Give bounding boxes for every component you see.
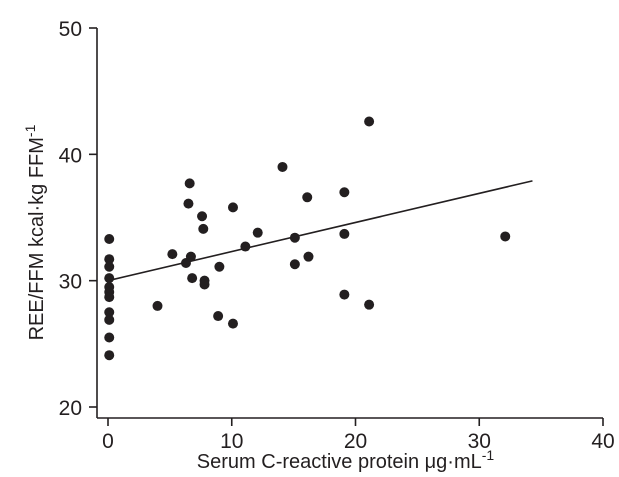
- data-point: [104, 233, 115, 244]
- data-point: [500, 231, 511, 242]
- x-tick-label: 30: [468, 430, 491, 453]
- data-point: [289, 232, 300, 243]
- data-point: [104, 292, 115, 303]
- data-point: [167, 249, 178, 260]
- y-tick-label: 20: [59, 397, 82, 420]
- data-point: [152, 300, 163, 311]
- y-axis-title-superscript: -1: [22, 124, 38, 137]
- data-point: [302, 192, 313, 203]
- data-point: [214, 261, 225, 272]
- x-ticks: 0 10 20 30 40: [102, 418, 615, 453]
- data-point: [198, 223, 209, 234]
- data-point: [213, 311, 224, 322]
- data-points: [104, 116, 511, 361]
- data-point: [183, 198, 194, 209]
- y-tick-label: 50: [59, 18, 82, 41]
- data-point: [104, 273, 115, 284]
- y-axis-title: REE/FFM kcal·kg FFM-1: [22, 124, 48, 340]
- data-point: [339, 187, 350, 198]
- x-tick-label: 40: [591, 430, 614, 453]
- data-point: [197, 211, 208, 222]
- y-axis-title-main: REE/FFM kcal·kg FFM: [26, 137, 48, 340]
- data-point: [303, 251, 314, 262]
- y-tick-label: 30: [59, 271, 82, 294]
- data-point: [184, 178, 195, 189]
- x-axis-title-main: Serum C-reactive protein μg·mL: [197, 451, 482, 473]
- x-axis-title: Serum C-reactive protein μg·mL-1: [197, 447, 495, 473]
- x-tick-label: 0: [102, 430, 114, 453]
- data-point: [104, 314, 115, 325]
- data-point: [104, 254, 115, 265]
- data-point: [240, 241, 251, 252]
- data-point: [339, 228, 350, 239]
- x-tick-label: 20: [344, 430, 367, 453]
- data-point: [364, 116, 375, 127]
- data-point: [364, 299, 375, 310]
- data-point: [252, 227, 263, 238]
- axes: [96, 28, 603, 419]
- data-point: [227, 318, 238, 329]
- data-point: [277, 161, 288, 172]
- data-point: [104, 350, 115, 361]
- y-ticks: 20 30 40 50: [59, 18, 97, 420]
- regression-line: [107, 180, 533, 282]
- data-point: [199, 279, 210, 290]
- data-point: [104, 307, 115, 318]
- data-point: [339, 289, 350, 300]
- data-point: [227, 202, 238, 213]
- data-point: [104, 332, 115, 343]
- data-point: [187, 273, 198, 284]
- data-point: [104, 261, 115, 272]
- y-tick-label: 40: [59, 144, 82, 167]
- data-point: [185, 251, 196, 262]
- data-point: [289, 259, 300, 270]
- x-axis-title-superscript: -1: [482, 447, 495, 463]
- x-tick-label: 10: [220, 430, 243, 453]
